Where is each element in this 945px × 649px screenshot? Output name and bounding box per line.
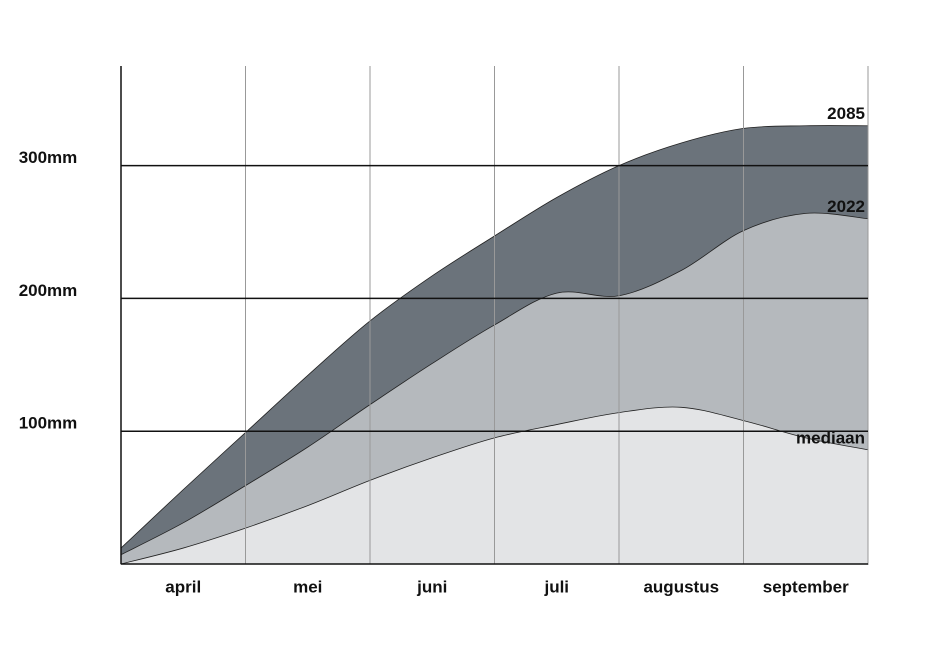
x-tick-label: mei: [293, 577, 322, 596]
y-tick-label: 300mm: [19, 148, 78, 167]
x-tick-label: juli: [543, 577, 569, 596]
x-tick-label: augustus: [643, 577, 719, 596]
y-tick-label: 200mm: [19, 281, 78, 300]
series-label: 2022: [827, 197, 865, 216]
x-tick-label: september: [763, 577, 849, 596]
series-label: 2085: [827, 104, 865, 123]
y-tick-label: 100mm: [19, 414, 78, 433]
x-tick-label: april: [165, 577, 201, 596]
x-tick-label: juni: [416, 577, 447, 596]
series-label: mediaan: [796, 428, 865, 447]
